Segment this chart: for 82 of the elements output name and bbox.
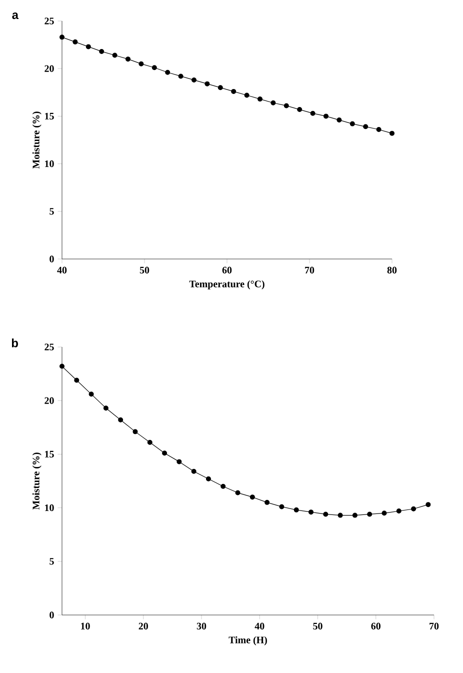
y-tick-label: 15 bbox=[45, 112, 54, 120]
y-tick-label: 20 bbox=[44, 65, 54, 72]
y-tick-label: 10 bbox=[45, 504, 54, 512]
y-tick-label: 25 bbox=[44, 344, 54, 350]
point bbox=[367, 512, 372, 517]
point bbox=[86, 44, 91, 50]
point bbox=[244, 92, 250, 98]
point bbox=[60, 364, 64, 369]
point bbox=[147, 440, 152, 445]
point bbox=[235, 490, 240, 496]
point bbox=[191, 468, 196, 474]
point bbox=[88, 392, 94, 397]
x-tick-label: 10 bbox=[81, 622, 90, 630]
point bbox=[336, 118, 342, 122]
point bbox=[118, 417, 124, 422]
point bbox=[132, 429, 138, 434]
point bbox=[206, 476, 211, 482]
point bbox=[192, 78, 196, 83]
point bbox=[126, 56, 130, 62]
y-tick-label: 5 bbox=[50, 208, 54, 215]
point bbox=[138, 61, 144, 66]
point bbox=[165, 70, 170, 75]
point bbox=[294, 507, 299, 512]
point bbox=[218, 85, 223, 90]
x-tick-label: 20 bbox=[138, 622, 148, 630]
point bbox=[376, 127, 382, 132]
x-axis-title: Time (H) bbox=[228, 636, 267, 646]
x-tick-label: 40 bbox=[57, 266, 67, 274]
point bbox=[103, 406, 108, 411]
x-tick-label: 60 bbox=[371, 622, 380, 630]
x-tick-label: 50 bbox=[140, 266, 150, 274]
point bbox=[411, 506, 416, 512]
y-tick-label: 15 bbox=[45, 450, 54, 458]
y-axis-title: Moisture (%) bbox=[32, 452, 42, 510]
point bbox=[270, 100, 276, 106]
point bbox=[112, 52, 118, 58]
point bbox=[152, 65, 157, 70]
y-tick-label: 25 bbox=[44, 18, 54, 24]
point bbox=[99, 48, 104, 54]
x-axis-title: Temperature (°C) bbox=[189, 280, 264, 290]
point bbox=[178, 74, 184, 79]
x-tick-label: 70 bbox=[430, 622, 439, 630]
point bbox=[264, 500, 270, 505]
x-tick-label: 30 bbox=[196, 622, 206, 630]
y-tick-label: 10 bbox=[45, 160, 54, 168]
point bbox=[323, 114, 328, 119]
y-tick-label: 20 bbox=[44, 397, 54, 404]
point bbox=[323, 512, 328, 517]
point bbox=[310, 110, 316, 116]
x-tick-label: 50 bbox=[313, 622, 322, 630]
point bbox=[389, 130, 394, 136]
point bbox=[352, 512, 358, 518]
point bbox=[231, 88, 236, 94]
point bbox=[396, 508, 402, 514]
point bbox=[258, 96, 262, 102]
point bbox=[363, 124, 368, 130]
point bbox=[297, 107, 302, 112]
point bbox=[426, 502, 431, 508]
point bbox=[74, 378, 80, 383]
point bbox=[162, 450, 168, 456]
x-tick-label: 40 bbox=[254, 622, 264, 630]
point bbox=[284, 103, 289, 108]
point bbox=[279, 504, 284, 510]
y-tick-label: 0 bbox=[50, 256, 54, 262]
point bbox=[350, 121, 355, 126]
chart-title: b bbox=[12, 338, 18, 348]
point bbox=[382, 510, 387, 516]
point bbox=[308, 510, 314, 515]
point bbox=[60, 34, 64, 40]
point bbox=[176, 459, 182, 464]
y-axis-title: Moisture (%) bbox=[32, 112, 42, 169]
x-tick-label: 60 bbox=[222, 266, 232, 274]
y-tick-label: 0 bbox=[50, 612, 54, 618]
point bbox=[204, 81, 210, 86]
point bbox=[338, 512, 343, 518]
point bbox=[250, 494, 255, 500]
x-tick-label: 80 bbox=[387, 266, 397, 274]
y-tick-label: 5 bbox=[50, 558, 54, 565]
x-tick-label: 70 bbox=[305, 266, 314, 274]
chart-title: a bbox=[12, 12, 19, 20]
point bbox=[220, 484, 226, 489]
point bbox=[72, 39, 78, 44]
